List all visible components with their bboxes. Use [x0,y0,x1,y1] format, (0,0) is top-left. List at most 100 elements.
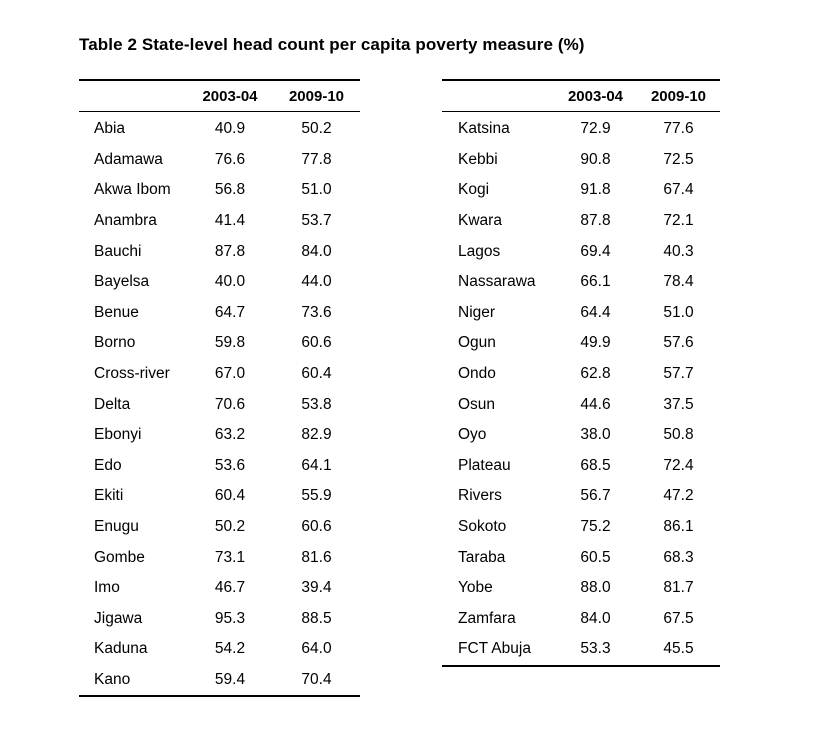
header-state [442,79,554,112]
table-row: Akwa Ibom 56.8 51.0 [79,175,360,206]
state-name: Ekiti [94,487,124,505]
value-2009-10: 44.0 [301,273,332,291]
state-name-cell: Ekiti [79,481,187,512]
state-name-cell: Lagos [442,236,554,267]
header-2003-04: 2003-04 [554,79,637,112]
state-name: Sokoto [458,518,507,536]
value-2009-10: 72.4 [663,456,694,474]
state-name: Niger [458,303,496,321]
value-2003-04: 95.3 [214,609,246,627]
table-body-left: Abia 40.9 50.2 Adamawa 76.6 77.8 Akwa Ibom 56.8… [79,112,360,698]
value-2003-04: 44.6 [580,395,611,413]
table-row: Abia 40.9 50.2 [79,112,360,145]
state-name-cell: Kaduna [79,634,187,665]
table-header-row: 2003-04 2009-10 [79,79,360,112]
state-name-cell: Kogi [442,175,554,206]
poverty-table-left: 2003-04 2009-10 Abia 40.9 50.2 Adamawa 76.6 7… [79,79,360,698]
table-title: Table 2 State-level head count per capit… [79,35,585,54]
state-name-cell: Kano [79,664,187,698]
value-2009-10: 40.3 [663,242,694,260]
state-name-cell: Kwara [442,206,554,237]
state-name: Borno [94,334,136,352]
state-name: Enugu [94,518,139,536]
state-name: Lagos [458,242,501,260]
value-2009-10: 81.7 [663,579,694,597]
table-row: Jigawa 95.3 88.5 [79,604,360,635]
state-name-cell: FCT Abuja [442,634,554,667]
state-name-cell: Enugu [79,512,187,543]
value-2003-04: 91.8 [580,181,611,199]
value-2003-04: 68.5 [580,456,611,474]
value-2009-10: 39.4 [301,579,332,597]
value-2009-10: 73.6 [301,303,332,321]
value-2009-10: 55.9 [301,487,332,505]
state-name: Taraba [458,548,506,566]
state-name: Zamfara [458,609,516,627]
table-header-row: 2003-04 2009-10 [442,79,720,112]
state-name-cell: Cross-river [79,359,187,390]
state-name-cell: Ebonyi [79,420,187,451]
value-2009-10: 50.2 [301,120,332,138]
state-name-cell: Anambra [79,206,187,237]
table-row: Enugu 50.2 60.6 [79,512,360,543]
value-2009-10: 70.4 [273,664,360,698]
value-2003-04: 76.6 [214,150,246,168]
value-2003-04: 75.2 [580,518,611,536]
poverty-table-right: 2003-04 2009-10 Katsina 72.9 77.6 Kebbi 90.8… [442,79,720,667]
value-2003-04: 73.1 [214,548,246,566]
table-row: Ebonyi 63.2 82.9 [79,420,360,451]
value-2003-04: 59.4 [187,664,273,698]
state-name: Gombe [94,548,145,566]
state-name: Kogi [458,181,490,199]
value-2009-10: 60.6 [301,334,332,352]
state-name-cell: Zamfara [442,604,554,635]
value-2003-04: 56.7 [580,487,611,505]
value-2003-04: 90.8 [580,150,611,168]
state-name-cell: Abia [79,112,187,145]
value-2009-10: 86.1 [663,518,694,536]
header-2009-10: 2009-10 [273,79,360,112]
state-name-cell: Ondo [442,359,554,390]
value-2009-10: 77.8 [301,150,332,168]
table-row: Sokoto 75.2 86.1 [442,512,720,543]
state-name-cell: Edo [79,451,187,482]
state-name: Anambra [94,212,157,230]
state-name: Delta [94,395,131,413]
table-row: Yobe 88.0 81.7 [442,573,720,604]
state-name: Abia [94,120,126,138]
state-name-cell: Imo [79,573,187,604]
value-2009-10: 78.4 [663,273,694,291]
state-name: Jigawa [94,609,143,627]
table-row: Gombe 73.1 81.6 [79,542,360,573]
state-name-cell: Taraba [442,542,554,573]
state-name-cell: Benue [79,298,187,329]
state-name: Rivers [458,487,502,505]
state-name: Bauchi [94,242,142,260]
state-name-cell: Kebbi [442,145,554,176]
value-2009-10: 50.8 [663,426,694,444]
table-row: Kwara 87.8 72.1 [442,206,720,237]
state-name: Oyo [458,426,487,444]
value-2003-04: 62.8 [580,365,611,383]
state-name: Katsina [458,120,510,138]
value-2003-04: 38.0 [580,426,611,444]
state-name: Akwa Ibom [94,181,171,199]
value-2003-04: 40.9 [214,120,246,138]
value-2009-10: 82.9 [301,426,332,444]
value-2009-10: 57.7 [663,365,694,383]
value-2009-10: 67.5 [663,609,694,627]
value-2009-10: 45.5 [637,634,720,667]
state-name-cell: Niger [442,298,554,329]
table-row: Cross-river 67.0 60.4 [79,359,360,390]
value-2003-04: 87.8 [214,242,246,260]
state-name: Ondo [458,365,496,383]
state-name: Ebonyi [94,426,142,444]
value-2003-04: 50.2 [214,518,246,536]
value-2003-04: 53.3 [554,634,637,667]
value-2009-10: 68.3 [663,548,694,566]
value-2009-10: 53.7 [301,212,332,230]
table-row: Rivers 56.7 47.2 [442,481,720,512]
state-name: Kebbi [458,150,498,168]
state-name-cell: Gombe [79,542,187,573]
value-2009-10: 84.0 [301,242,332,260]
